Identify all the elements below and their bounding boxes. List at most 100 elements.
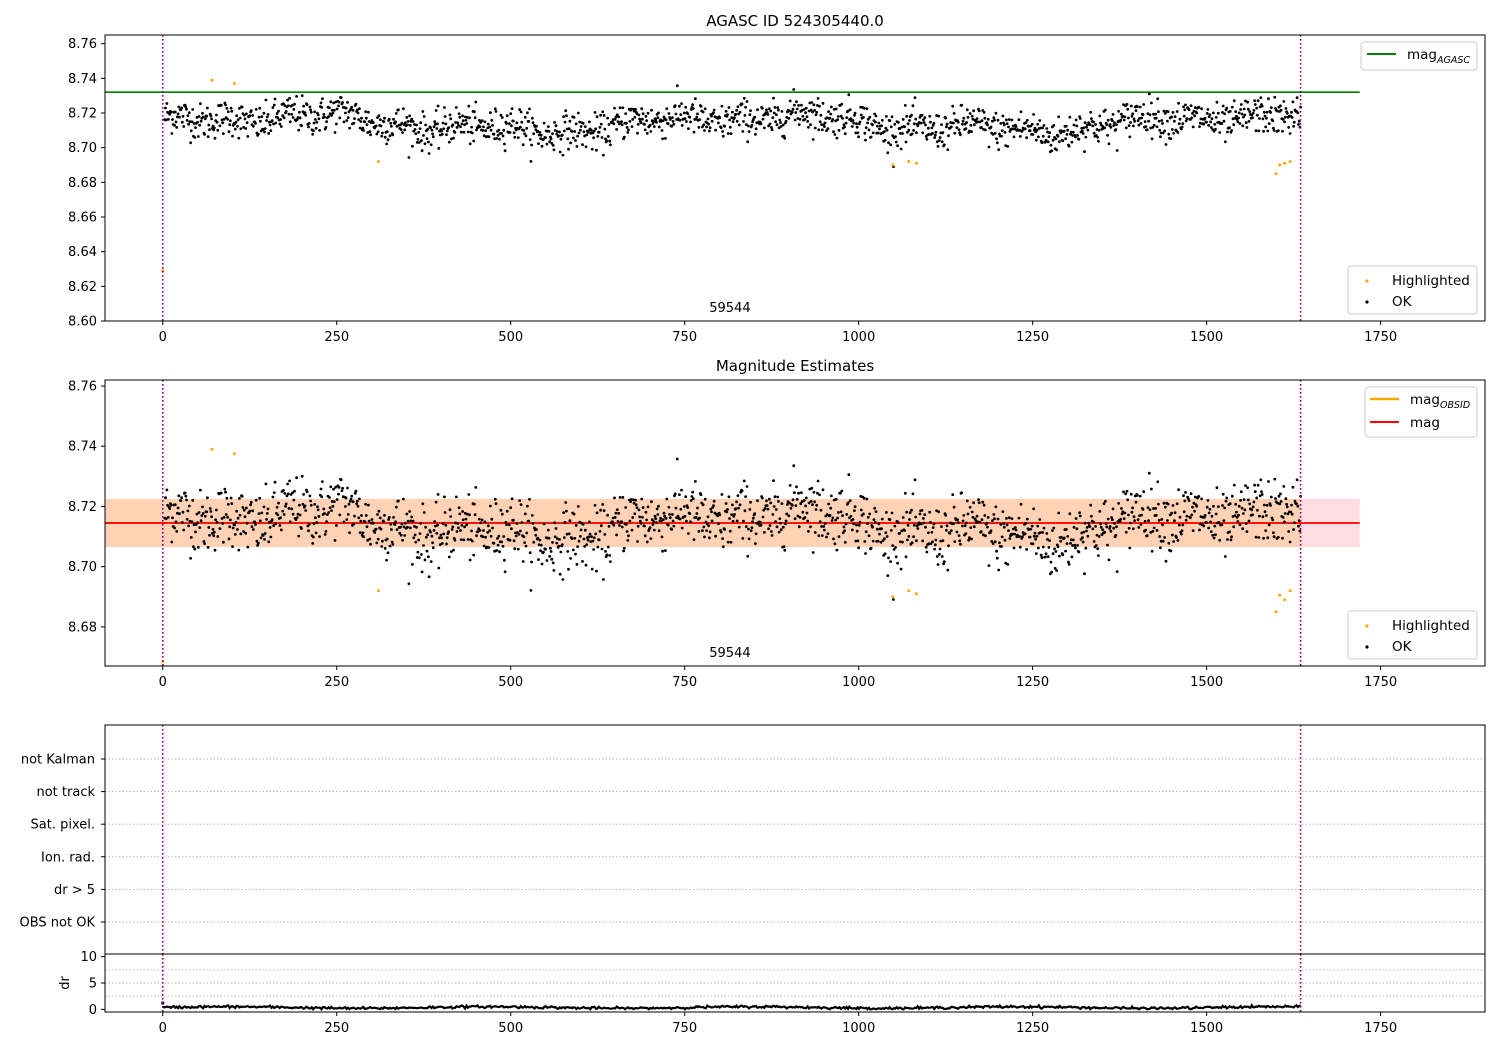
ok-point <box>519 110 523 114</box>
ok-point <box>1113 522 1116 525</box>
ok-point <box>745 100 749 103</box>
ok-point <box>924 123 927 127</box>
ok-point <box>966 115 970 119</box>
ok-point <box>863 540 867 543</box>
ok-point <box>321 97 324 101</box>
ok-point <box>643 534 647 538</box>
ok-point <box>807 109 811 113</box>
ok-point <box>422 511 426 514</box>
ok-point <box>1154 513 1158 517</box>
ok-point <box>941 539 945 542</box>
ok-point <box>286 98 289 102</box>
ok-point <box>1110 516 1113 519</box>
ok-point <box>1067 144 1071 148</box>
ok-point <box>935 114 938 117</box>
ok-point <box>986 525 989 529</box>
ok-point <box>1007 516 1011 520</box>
ok-point <box>309 110 313 114</box>
ok-point <box>1251 505 1255 509</box>
ok-point <box>1040 141 1044 145</box>
ok-point <box>645 518 648 522</box>
ok-point <box>1200 497 1203 501</box>
ok-point <box>586 538 590 542</box>
ok-point <box>474 486 478 489</box>
ok-point <box>804 504 807 508</box>
ok-point <box>966 512 970 516</box>
ok-point <box>955 530 959 534</box>
ok-point <box>241 506 245 509</box>
ok-point <box>288 96 291 100</box>
ok-point <box>788 484 792 487</box>
ok-point <box>633 512 637 516</box>
ok-point <box>659 516 662 520</box>
ok-point <box>680 526 684 530</box>
ok-point <box>750 526 754 530</box>
ok-point <box>1098 114 1102 118</box>
ok-point <box>489 128 493 132</box>
ok-point <box>476 530 480 534</box>
ok-point <box>226 110 230 114</box>
ok-point <box>1071 130 1075 134</box>
ok-point <box>1293 499 1297 503</box>
ok-point <box>652 125 656 128</box>
ok-point <box>708 126 712 130</box>
ok-point <box>1076 134 1079 137</box>
ok-point <box>1195 504 1199 508</box>
ok-point <box>1094 525 1097 528</box>
ok-point <box>542 522 546 526</box>
ok-point <box>221 522 225 525</box>
ok-point <box>993 118 996 122</box>
ok-point <box>518 499 522 502</box>
ok-point <box>1102 502 1106 506</box>
ok-point <box>1244 522 1248 525</box>
ok-point <box>354 489 358 493</box>
ok-point <box>1137 526 1141 529</box>
ok-point <box>926 126 930 130</box>
ok-point <box>296 116 300 119</box>
ok-point <box>680 124 684 127</box>
ok-point <box>246 135 250 138</box>
ok-point <box>593 111 597 114</box>
ok-point <box>633 115 637 119</box>
ok-point <box>1004 144 1008 148</box>
ok-point <box>698 516 701 520</box>
highlighted-point <box>232 82 236 85</box>
ok-point <box>666 523 670 527</box>
ok-point <box>461 119 465 123</box>
ok-point <box>481 129 485 132</box>
ok-point <box>374 124 378 128</box>
ok-point <box>449 117 453 121</box>
ok-point <box>962 116 966 120</box>
ok-point <box>231 545 234 548</box>
ok-point <box>1190 116 1194 120</box>
ok-point <box>315 120 319 124</box>
ok-point <box>986 516 990 519</box>
ok-point <box>248 509 252 513</box>
ok-point <box>1192 501 1196 505</box>
ok-point <box>1266 536 1270 540</box>
ok-point <box>445 129 449 133</box>
ok-point <box>566 550 570 553</box>
ok-point <box>559 137 563 141</box>
ok-point <box>208 533 211 537</box>
ok-point <box>1242 498 1246 501</box>
ok-point <box>1053 566 1057 570</box>
ok-point <box>777 108 780 112</box>
ok-point <box>463 115 467 119</box>
ok-point <box>783 548 787 552</box>
ok-point <box>433 520 437 523</box>
ok-point <box>222 516 226 519</box>
ok-point <box>785 115 789 119</box>
ok-point <box>527 120 531 123</box>
ok-point <box>788 109 791 113</box>
ok-point <box>1083 521 1087 525</box>
ok-point <box>443 511 447 514</box>
legend-label: mag <box>1410 415 1440 431</box>
ok-point <box>206 546 210 549</box>
ok-point <box>1075 124 1079 128</box>
ok-point <box>348 126 351 130</box>
ok-point <box>334 100 338 104</box>
ok-point <box>473 116 477 120</box>
ok-point <box>399 128 403 132</box>
ok-point <box>894 555 898 559</box>
